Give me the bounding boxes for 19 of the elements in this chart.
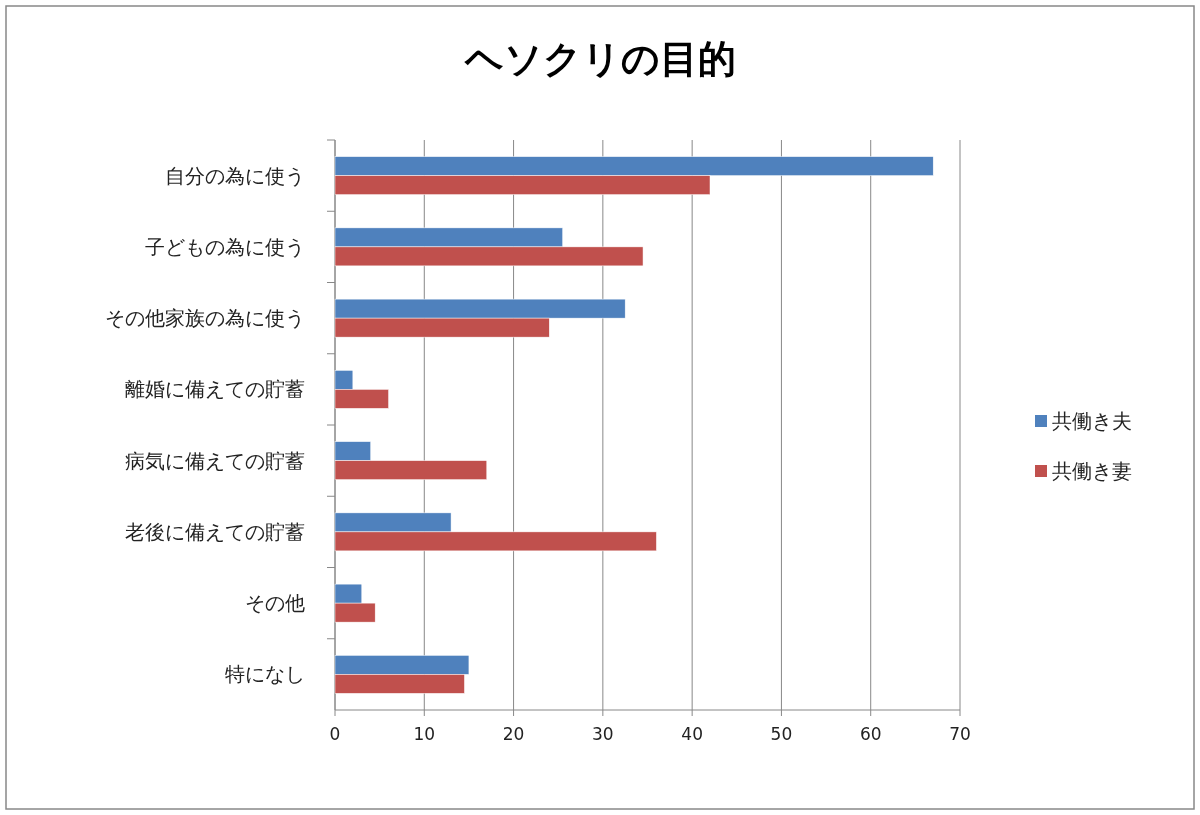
x-tick-label: 0 — [329, 724, 341, 744]
y-tick-label: 老後に備えての貯蓄 — [125, 519, 305, 544]
legend-label: 共働き妻 — [1052, 459, 1132, 483]
y-tick-label: 子どもの為に使う — [145, 234, 305, 259]
x-tick-label: 70 — [949, 724, 971, 744]
x-tick-label: 40 — [681, 724, 703, 744]
y-tick-label: 病気に備えての貯蓄 — [125, 448, 305, 473]
x-tick-label: 20 — [502, 724, 525, 744]
x-tick-label: 10 — [413, 724, 436, 744]
y-tick-label: その他 — [245, 591, 305, 616]
y-tick-label: 特になし — [225, 662, 305, 687]
chart-title: ヘソクリの目的 — [463, 37, 736, 81]
legend-label: 共働き夫 — [1052, 409, 1132, 433]
x-tick-label: 30 — [592, 724, 614, 744]
x-tick-label: 50 — [770, 724, 793, 744]
y-tick-label: 自分の為に使う — [165, 163, 305, 188]
x-tick-label: 60 — [859, 724, 882, 744]
y-tick-label: 離婚に備えての貯蓄 — [125, 377, 305, 402]
y-tick-label: その他家族の為に使う — [105, 306, 305, 331]
